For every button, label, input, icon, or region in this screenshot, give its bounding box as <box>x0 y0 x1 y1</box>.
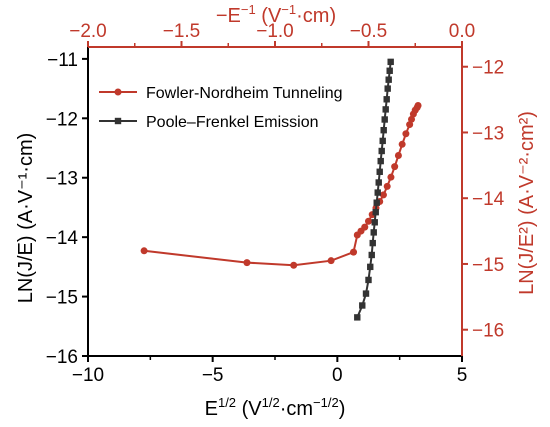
y-tick-label: −15 <box>46 288 78 309</box>
right-tick-label: −14 <box>472 189 505 210</box>
data-point <box>371 219 378 226</box>
data-point <box>354 314 361 321</box>
data-point <box>379 137 386 145</box>
x-axis-label-rest2: ·cm <box>280 398 313 420</box>
right-tick-label: −16 <box>472 321 504 342</box>
data-point <box>243 259 251 267</box>
data-point <box>379 191 387 199</box>
data-point <box>367 263 374 271</box>
data-point <box>384 85 391 92</box>
data-point <box>365 276 372 284</box>
data-point <box>290 261 298 269</box>
data-point <box>408 115 416 123</box>
data-point <box>374 189 381 196</box>
data-point <box>375 179 382 186</box>
data-point <box>362 290 370 297</box>
x-axis-label-base: E <box>205 398 218 420</box>
data-point <box>140 247 148 255</box>
data-point <box>359 302 366 309</box>
top-tick-label: −2.0 <box>69 21 107 42</box>
legend-label: Fowler-Nordheim Tunneling <box>146 85 343 102</box>
y-tick-label: −11 <box>47 50 78 71</box>
data-point <box>378 147 385 155</box>
top-axis-label: −E−1 (V−1·cm) <box>216 2 336 27</box>
data-point <box>376 168 383 175</box>
legend-marker <box>114 88 122 96</box>
right-axis-label: LN(J/E²) (A·V⁻²·cm²) <box>516 111 538 295</box>
top-tick-label: 0.0 <box>449 21 475 42</box>
y-tick-label: −16 <box>46 347 78 368</box>
x-axis-label-sup2: 1/2 <box>262 395 280 410</box>
top-axis-label-rest2: ·cm) <box>296 5 336 27</box>
x-tick-label: −5 <box>202 365 224 386</box>
legend-item: Poole–Frenkel Emission <box>99 114 319 131</box>
data-point <box>414 102 422 110</box>
data-point <box>350 248 358 256</box>
data-point <box>402 130 410 138</box>
data-point <box>391 163 399 171</box>
top-axis-label-sup: −1 <box>241 2 256 17</box>
top-tick-label: −1.5 <box>163 21 201 42</box>
data-point <box>386 67 393 74</box>
data-point <box>383 182 391 190</box>
y-axis-label: LN(J/E) (A·V⁻¹·cm) <box>15 133 37 304</box>
top-axis-label-sup2: −1 <box>281 2 296 17</box>
right-tick-label: −12 <box>472 58 504 79</box>
data-point <box>370 229 377 236</box>
series-layer <box>140 58 422 321</box>
y-tick-label: −13 <box>46 169 78 190</box>
legend-item: Fowler-Nordheim Tunneling <box>99 85 343 102</box>
legend: Fowler-Nordheim Tunneling Poole–Frenkel E… <box>99 85 343 131</box>
data-point <box>377 157 384 165</box>
data-point <box>387 58 394 66</box>
x-axis-label-rest1: (V <box>236 398 262 420</box>
data-point <box>369 239 376 247</box>
data-point <box>398 140 406 148</box>
top-axis-label-base: −E <box>216 5 241 27</box>
left-axis: −16 −15 −14 −13 −12 −11 <box>46 50 88 368</box>
x-tick-label: 5 <box>457 365 468 386</box>
x-axis-label-rest3: ) <box>339 398 346 420</box>
data-point <box>387 173 395 181</box>
data-point <box>368 251 375 259</box>
data-point <box>381 116 388 123</box>
data-point <box>327 257 335 265</box>
x-tick-label: −10 <box>72 365 104 386</box>
top-tick-label: −0.5 <box>350 21 388 42</box>
data-point <box>406 121 414 129</box>
data-point <box>382 106 389 113</box>
data-point <box>373 199 380 206</box>
x-axis-label: E1/2 (V1/2·cm−1/2) <box>205 395 346 420</box>
right-tick-label: −13 <box>472 123 504 144</box>
legend-marker <box>114 117 122 125</box>
data-point <box>394 151 402 159</box>
series-1 <box>140 102 422 269</box>
top-axis-label-rest1: (V <box>256 5 282 27</box>
right-tick-label: −15 <box>472 255 504 276</box>
top-axis: −2.0 −1.5 −1.0 −0.5 0.0 <box>69 21 475 47</box>
x-tick-label: 0 <box>332 365 343 386</box>
data-point <box>380 126 387 134</box>
x-axis-label-sup3: −1/2 <box>313 395 339 410</box>
data-point <box>365 217 372 225</box>
legend-label: Poole–Frenkel Emission <box>146 114 319 131</box>
data-point <box>372 208 379 216</box>
data-point <box>385 76 392 83</box>
data-point <box>361 223 369 231</box>
y-tick-label: −14 <box>46 228 79 249</box>
x-axis-label-sup: 1/2 <box>218 395 236 410</box>
series-2 <box>354 58 394 321</box>
right-axis: −16 −15 −14 −13 −12 <box>462 58 505 342</box>
top-tick-label: −1.0 <box>256 21 294 42</box>
bottom-axis: −10 −5 0 5 <box>72 356 467 386</box>
y-tick-label: −12 <box>46 109 78 130</box>
data-point <box>383 96 390 103</box>
